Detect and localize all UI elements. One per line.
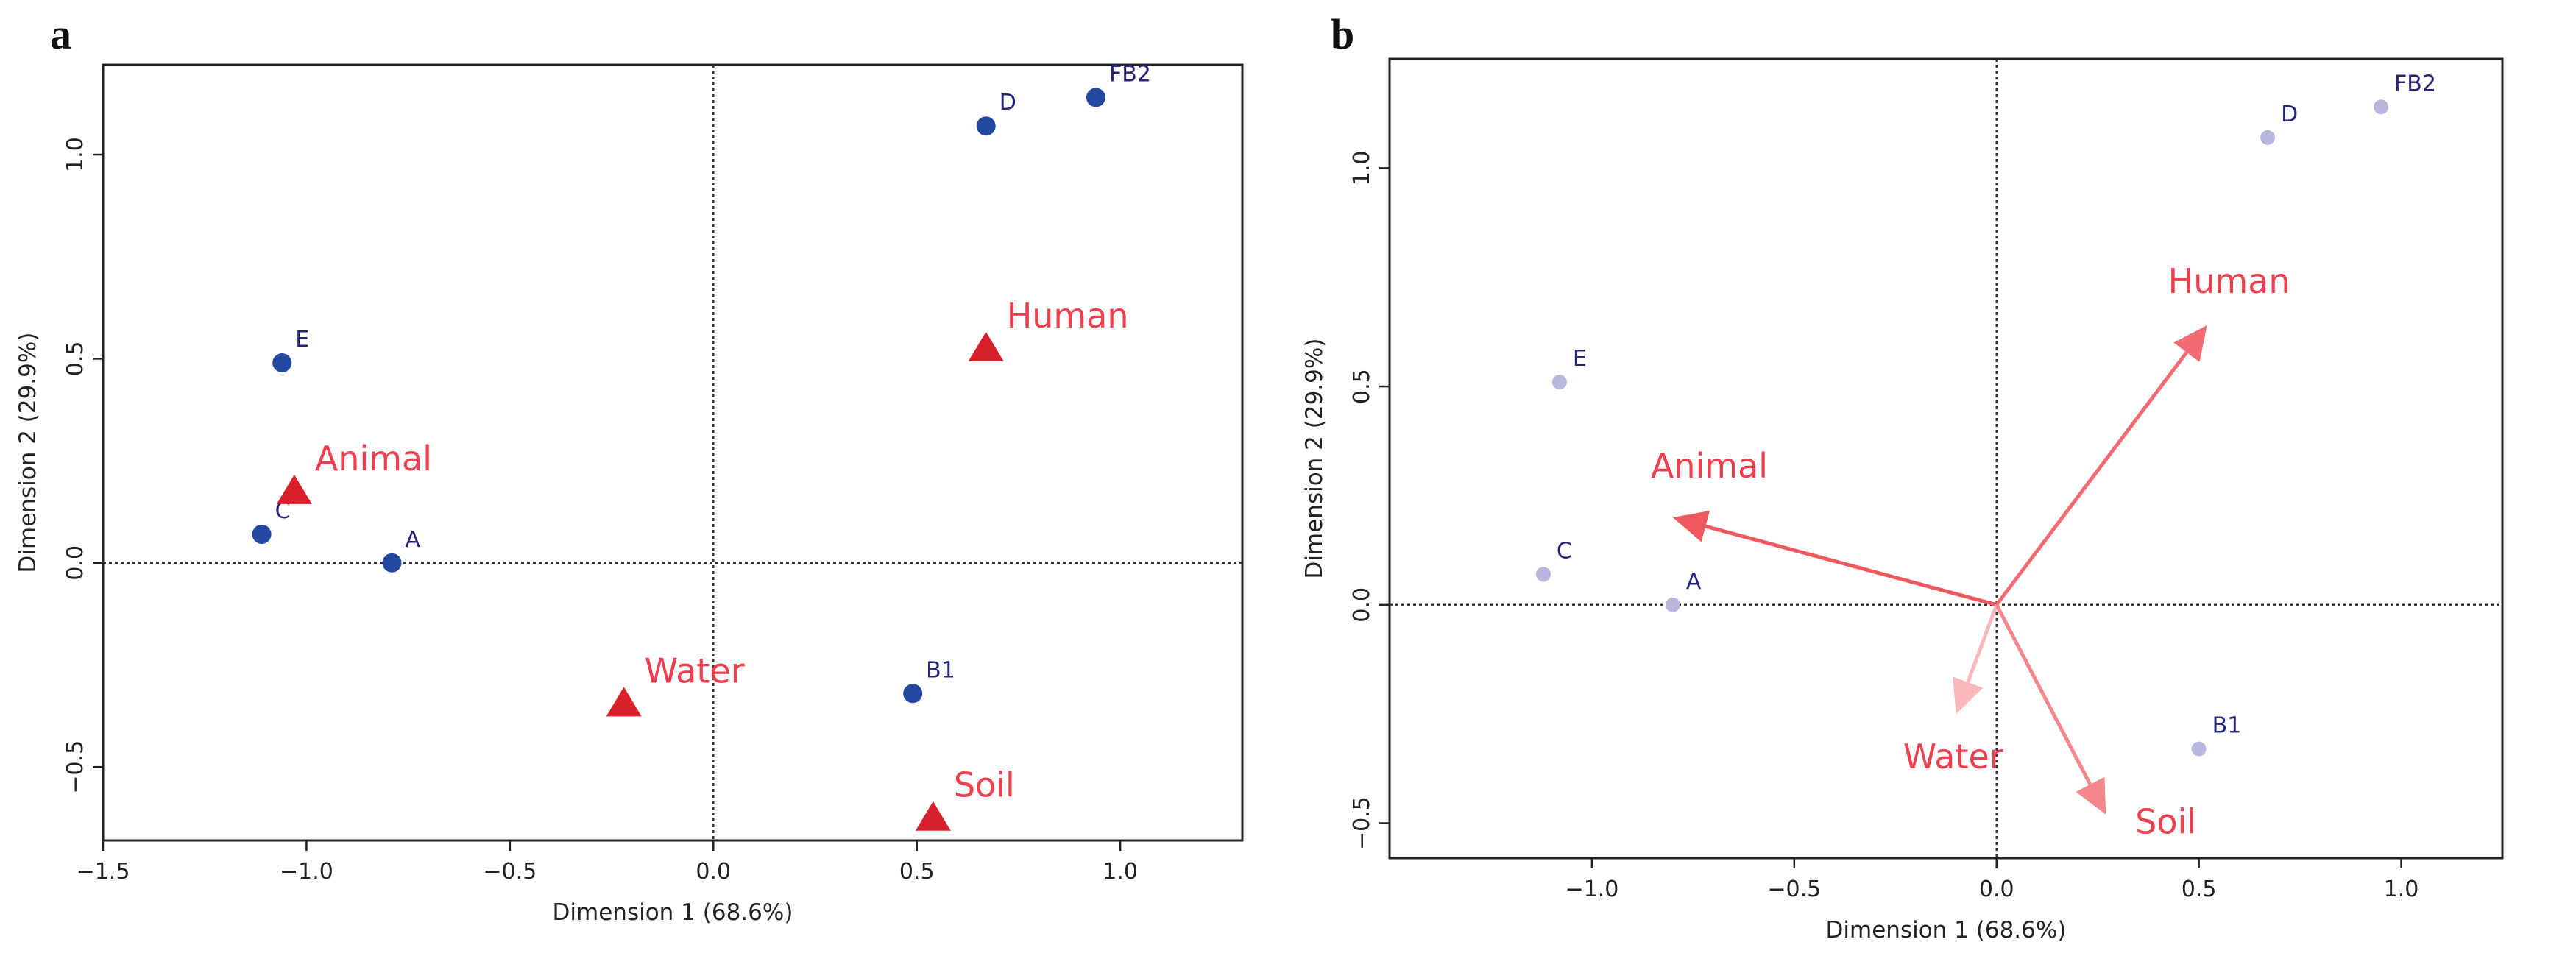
plot-frame [1388,57,2504,860]
sample-point-label: C [275,498,291,524]
sample-point [2191,741,2207,757]
y-tick-label: 0.5 [1349,369,1375,404]
sample-point [272,353,292,372]
sample-point-label: E [295,327,309,353]
sample-point [252,524,272,544]
sample-point-label: C [1557,538,1572,564]
y-tick-label: 0.0 [63,545,88,581]
x-tick-label: −1.0 [280,859,333,885]
y-axis-label: Dimension 2 (29.9%) [1301,339,1328,579]
panel-a: a −1.5 −1.0 −0.5 0.0 0.5 1.0 −0.5 0.0 0.5 1.0 Dimen… [15,10,1244,926]
source-label: Soil [954,765,1015,805]
source-triangle [276,474,312,504]
y-tick-label: 1.0 [1349,151,1375,186]
source-triangle [606,687,642,717]
loading-arrow-label: Animal [1651,446,1768,486]
x-tick-label: 1.0 [2384,877,2419,902]
x-axis-label: Dimension 1 (68.6%) [553,899,793,926]
sample-point-label: D [999,90,1016,116]
loading-arrow-shaft [1966,603,1999,683]
source-triangle [968,331,1004,361]
panel-letter: b [1331,10,1354,58]
x-tick-label: −1.0 [1565,877,1618,902]
source-label: Animal [315,439,432,478]
sample-point-label: E [1573,346,1587,372]
sample-point [2374,99,2389,115]
loading-arrow-label: Human [2168,261,2290,301]
sample-point [2260,130,2276,145]
x-tick-label: 0.0 [1979,877,2014,902]
x-tick-label: 1.0 [1103,859,1138,885]
sample-point [382,553,402,573]
x-tick-label: −1.5 [77,859,130,885]
sample-point-label: B1 [926,657,955,683]
loading-arrow-shaft [1995,351,2188,606]
y-tick-label: −0.5 [1349,796,1375,850]
x-tick-label: 0.0 [696,859,731,885]
y-tick-label: 1.0 [63,137,88,172]
y-tick-label: 0.5 [63,341,88,377]
loading-arrow-head [1953,676,1984,715]
source-label: Water [645,651,745,690]
loading-arrow-label: Water [1903,737,2003,776]
loading-arrow-label: Soil [2135,802,2196,842]
sample-point [1535,567,1551,582]
sample-point [1665,597,1680,612]
source-triangle [915,801,951,831]
sample-point-label: FB2 [2394,71,2436,96]
sample-point-label: A [1686,569,1702,595]
y-axis-label: Dimension 2 (29.9%) [15,333,41,573]
loading-arrow-head [2173,325,2207,362]
source-label: Human [1007,296,1129,336]
panel-b: b −1.0 −0.5 0.0 0.5 1.0 −0.5 0.0 0.5 1.0 Dimension… [1301,10,2504,944]
panel-letter: a [50,10,71,58]
plot-frame [102,63,1244,842]
sample-point [1086,88,1105,107]
sample-point [976,116,996,136]
x-tick-label: 0.5 [2182,877,2217,902]
loading-arrow-head [2076,776,2106,815]
sample-point-label: FB2 [1109,61,1151,87]
sample-point-label: B1 [2212,713,2242,739]
loading-arrow-head [1672,510,1710,542]
y-tick-label: −0.5 [63,740,88,794]
sample-point-label: D [2281,102,2298,127]
sample-point [1551,375,1567,390]
x-tick-label: −0.5 [483,859,537,885]
x-axis-label: Dimension 1 (68.6%) [1826,917,2067,944]
loading-arrow-shaft [1995,603,2092,786]
x-tick-label: 0.5 [899,859,935,885]
loading-arrow-shaft [1705,524,1998,607]
sample-point [903,684,923,704]
x-tick-label: −0.5 [1767,877,1821,902]
y-tick-label: 0.0 [1349,587,1375,623]
sample-point-label: A [406,527,421,553]
